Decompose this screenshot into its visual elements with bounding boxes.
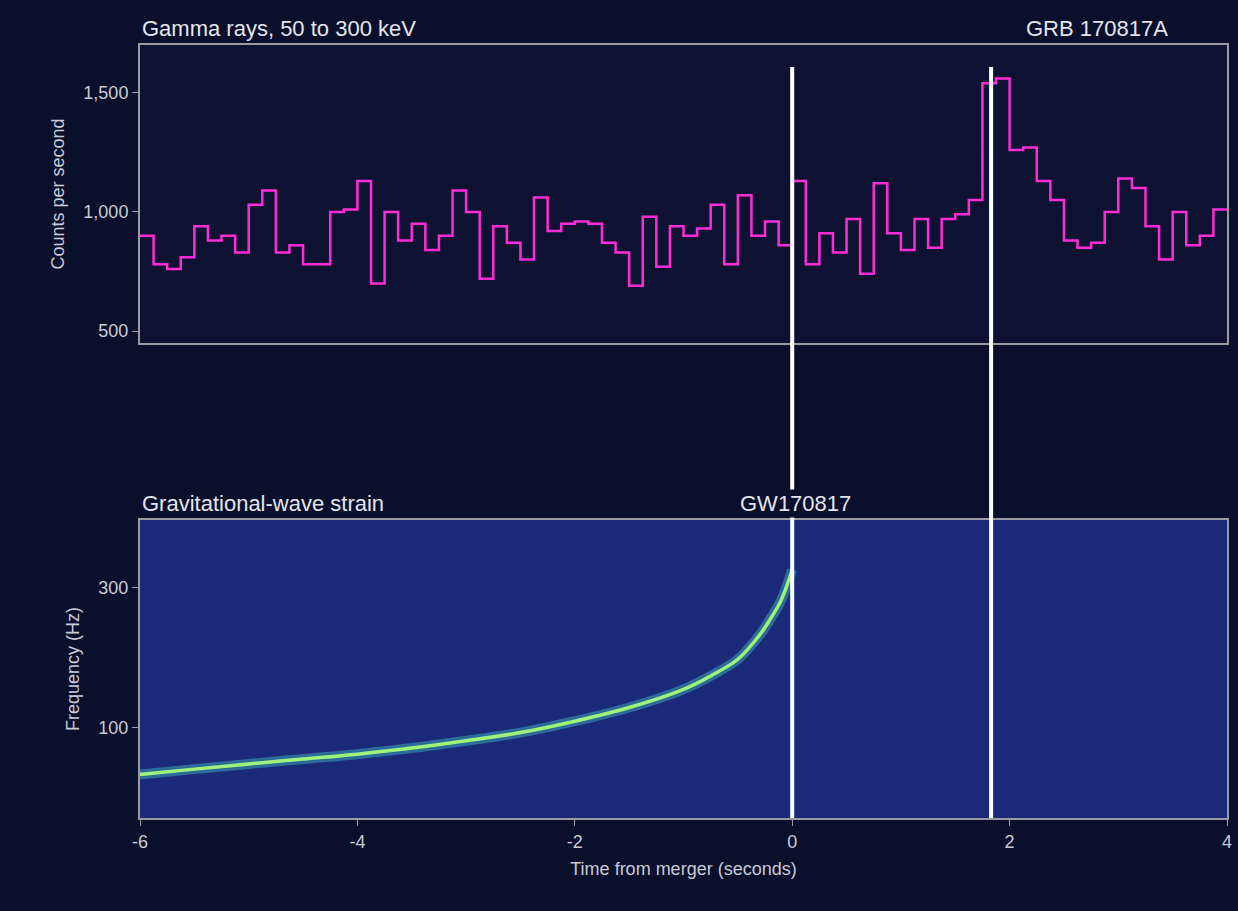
svg-text:100: 100 xyxy=(98,718,128,738)
svg-text:GRB 170817A: GRB 170817A xyxy=(1026,16,1168,41)
svg-text:-2: -2 xyxy=(567,832,583,852)
svg-text:Frequency (Hz): Frequency (Hz) xyxy=(63,607,83,731)
svg-text:4: 4 xyxy=(1222,832,1232,852)
svg-text:Gravitational-wave strain: Gravitational-wave strain xyxy=(142,491,384,516)
svg-text:1,000: 1,000 xyxy=(83,202,128,222)
svg-text:500: 500 xyxy=(98,321,128,341)
svg-text:Counts per second: Counts per second xyxy=(48,118,68,269)
svg-text:GW170817: GW170817 xyxy=(740,491,851,516)
svg-text:-4: -4 xyxy=(349,832,365,852)
svg-text:300: 300 xyxy=(98,578,128,598)
svg-text:1,500: 1,500 xyxy=(83,83,128,103)
svg-text:Gamma rays, 50 to 300 keV: Gamma rays, 50 to 300 keV xyxy=(142,16,416,41)
svg-text:Time from merger (seconds): Time from merger (seconds) xyxy=(570,859,796,879)
svg-text:2: 2 xyxy=(1005,832,1015,852)
svg-text:-6: -6 xyxy=(132,832,148,852)
svg-text:0: 0 xyxy=(787,832,797,852)
